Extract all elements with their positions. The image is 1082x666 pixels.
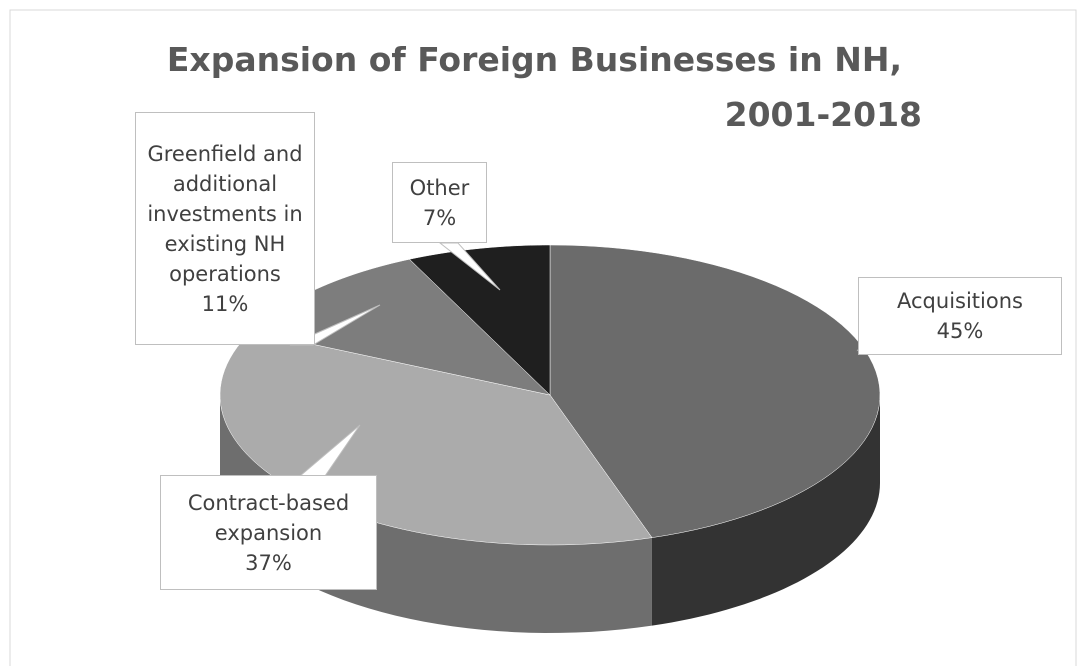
chart-title: 2001-2018 <box>724 95 922 134</box>
pie-side <box>651 395 880 626</box>
label-category: Greenfield and additional investments in… <box>147 141 303 286</box>
label-value: 45% <box>936 319 984 343</box>
data-label: Greenfield and additional investments in… <box>135 112 315 345</box>
label-category: Other <box>409 175 470 200</box>
label-value: 11% <box>201 291 249 316</box>
pie-slice <box>408 244 551 396</box>
label-value: 37% <box>245 550 292 575</box>
data-label: Other 7% <box>392 162 487 243</box>
pointer <box>438 242 501 291</box>
pie-slice <box>549 244 881 538</box>
label-category: Contract-based expansion <box>187 490 350 545</box>
label-category: Acquisitions <box>897 289 1023 313</box>
label-value: 7% <box>422 205 457 230</box>
chart-title: Expansion of Foreign Businesses in NH, <box>166 40 902 79</box>
data-label: Contract-based expansion 37% <box>160 475 377 590</box>
data-label: Acquisitions 45% <box>858 277 1062 355</box>
